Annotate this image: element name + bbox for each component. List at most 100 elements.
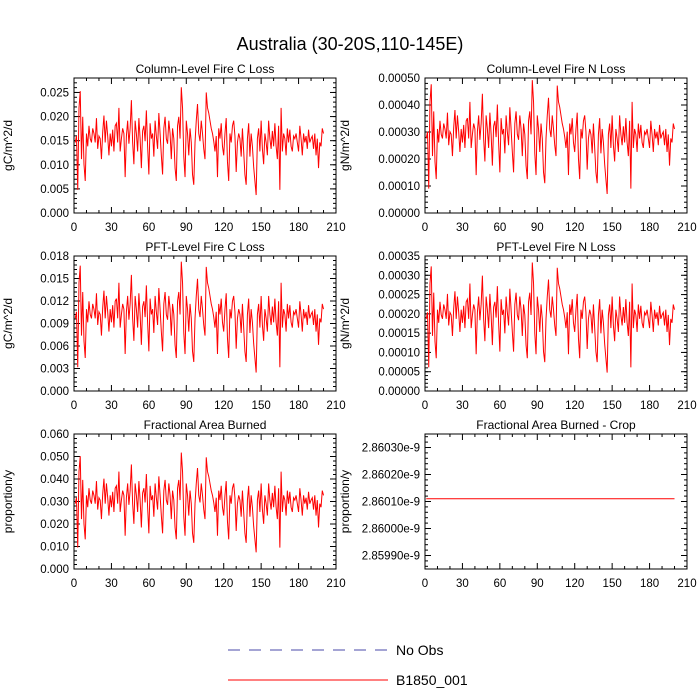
x-tick-label: 150 [252, 578, 271, 590]
panel-title: PFT-Level Fire N Loss [496, 240, 615, 254]
x-tick-label: 30 [456, 222, 469, 234]
plot-frame [424, 433, 688, 570]
y-tick-label: 0.00030 [378, 127, 420, 139]
y-tick-label: 0.030 [40, 497, 69, 509]
x-tick-label: 120 [214, 400, 233, 412]
x-tick-label: 180 [640, 578, 659, 590]
plot-frame [424, 255, 688, 392]
y-tick-label: 0.000 [40, 208, 69, 220]
y-tick-label: 0.025 [40, 87, 69, 99]
x-tick-label: 150 [252, 400, 271, 412]
y-tick-label: 0.00010 [378, 181, 420, 193]
x-tick-label: 60 [493, 578, 506, 590]
x-tick-label: 90 [180, 400, 193, 412]
x-tick-label: 150 [603, 222, 622, 234]
series-line-b1850 [425, 262, 676, 373]
x-tick-label: 210 [677, 222, 696, 234]
y-tick-label: 0.020 [40, 519, 69, 531]
y-tick-label: 0.010 [40, 542, 69, 554]
y-axis-label: proportion/y [1, 470, 15, 533]
y-tick-label: 2.86010e-9 [362, 497, 420, 509]
x-tick-label: 30 [105, 222, 118, 234]
x-tick-label: 0 [71, 222, 77, 234]
y-tick-label: 2.86030e-9 [362, 443, 420, 455]
x-tick-label: 210 [326, 578, 345, 590]
x-tick-label: 90 [180, 578, 193, 590]
y-tick-label: 2.86000e-9 [362, 524, 420, 536]
y-axis-label: proportion/y [338, 470, 352, 533]
x-tick-label: 180 [289, 400, 308, 412]
x-tick-label: 0 [422, 222, 428, 234]
series-line-b1850 [74, 452, 325, 553]
x-tick-label: 120 [214, 578, 233, 590]
panel-title: Fractional Area Burned - Crop [476, 418, 636, 432]
y-tick-label: 0.015 [40, 274, 69, 286]
y-tick-label: 0.012 [40, 296, 69, 308]
y-axis-label: gC/m^2/d [1, 298, 15, 349]
x-tick-label: 60 [142, 400, 155, 412]
x-tick-label: 60 [142, 578, 155, 590]
series-line-b1850 [425, 80, 676, 195]
x-tick-label: 120 [214, 222, 233, 234]
x-tick-label: 120 [565, 222, 584, 234]
panel-col_c: Column-Level Fire C Loss gC/m^2/d 0 30 60 90 1… [1, 62, 346, 234]
y-tick-label: 0.00030 [378, 270, 420, 282]
panel-title: Fractional Area Burned [144, 418, 267, 432]
x-tick-label: 210 [677, 400, 696, 412]
y-tick-label: 0.000 [40, 564, 69, 576]
legend: No Obs B1850_001 [228, 642, 468, 688]
x-tick-label: 90 [531, 578, 544, 590]
panel-title: PFT-Level Fire C Loss [145, 240, 264, 254]
y-tick-label: 0.00015 [378, 328, 420, 340]
x-tick-label: 90 [180, 222, 193, 234]
y-tick-label: 2.86020e-9 [362, 470, 420, 482]
y-tick-label: 2.85990e-9 [362, 551, 420, 563]
series-line-b1850 [74, 87, 325, 196]
y-axis-label: gN/m^2/d [338, 298, 352, 349]
y-tick-label: 0.00050 [378, 73, 420, 85]
panel-area: Fractional Area Burned proportion/y 0 30 60 9… [1, 418, 346, 590]
x-tick-label: 30 [456, 400, 469, 412]
y-tick-label: 0.005 [40, 184, 69, 196]
y-tick-label: 0.00040 [378, 100, 420, 112]
y-tick-label: 0.00020 [378, 309, 420, 321]
y-tick-label: 0.015 [40, 136, 69, 148]
x-tick-label: 0 [422, 578, 428, 590]
x-tick-label: 60 [493, 400, 506, 412]
panel-title: Column-Level Fire C Loss [136, 62, 275, 76]
y-tick-label: 0.00035 [378, 251, 420, 263]
y-tick-label: 0.00020 [378, 154, 420, 166]
panel-crop: Fractional Area Burned - Crop proportion/… [338, 418, 697, 590]
y-tick-label: 0.018 [40, 251, 69, 263]
y-tick-label: 0.040 [40, 474, 69, 486]
y-tick-label: 0.010 [40, 160, 69, 172]
x-tick-label: 150 [252, 222, 271, 234]
y-tick-label: 0.020 [40, 112, 69, 124]
x-tick-label: 90 [531, 400, 544, 412]
x-tick-label: 210 [326, 222, 345, 234]
panel-col_n: Column-Level Fire N Loss gN/m^2/d 0 30 60 90 1… [338, 62, 697, 234]
x-tick-label: 120 [565, 578, 584, 590]
y-tick-label: 0.000 [40, 386, 69, 398]
x-tick-label: 0 [71, 400, 77, 412]
plot-frame [424, 77, 688, 214]
y-axis-label: gC/m^2/d [1, 120, 15, 171]
x-tick-label: 30 [105, 578, 118, 590]
panel-grid: Column-Level Fire C Loss gC/m^2/d 0 30 60 90 1… [1, 62, 697, 590]
x-tick-label: 150 [603, 400, 622, 412]
legend-label-no-obs: No Obs [396, 642, 443, 658]
x-tick-label: 180 [640, 222, 659, 234]
x-tick-label: 0 [71, 578, 77, 590]
x-tick-label: 180 [640, 400, 659, 412]
x-tick-label: 90 [531, 222, 544, 234]
legend-label-b1850: B1850_001 [396, 672, 468, 688]
x-tick-label: 210 [677, 578, 696, 590]
y-tick-label: 0.00025 [378, 290, 420, 302]
y-tick-label: 0.00010 [378, 347, 420, 359]
x-tick-label: 150 [603, 578, 622, 590]
y-tick-label: 0.00000 [378, 386, 420, 398]
x-tick-label: 30 [456, 578, 469, 590]
x-tick-label: 180 [289, 578, 308, 590]
figure-title: Australia (30-20S,110-145E) [237, 34, 464, 54]
